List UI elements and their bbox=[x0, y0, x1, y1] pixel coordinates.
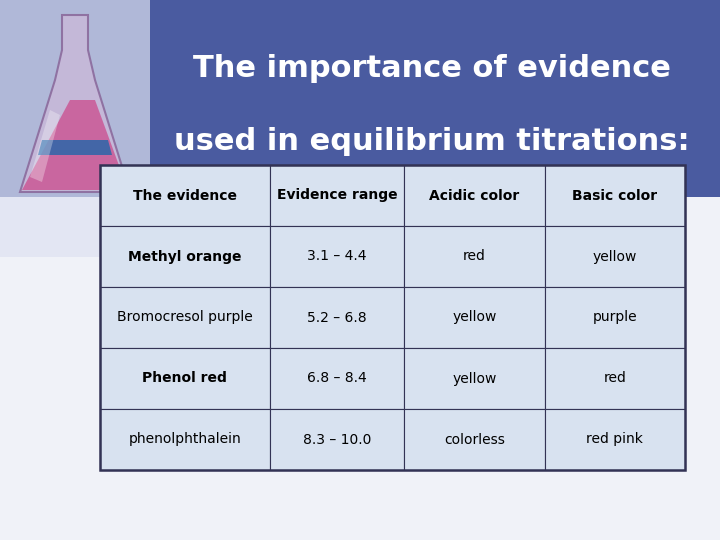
Text: Methyl orange: Methyl orange bbox=[128, 249, 242, 264]
Text: purple: purple bbox=[593, 310, 637, 325]
Bar bbox=[270, 348, 404, 409]
Bar bbox=[404, 409, 544, 470]
Text: Acidic color: Acidic color bbox=[429, 188, 520, 202]
Polygon shape bbox=[38, 140, 112, 155]
Text: 5.2 – 6.8: 5.2 – 6.8 bbox=[307, 310, 366, 325]
Polygon shape bbox=[20, 15, 130, 192]
Text: Basic color: Basic color bbox=[572, 188, 657, 202]
Bar bbox=[100, 348, 270, 409]
Bar bbox=[0, 0, 720, 197]
Text: yellow: yellow bbox=[452, 310, 497, 325]
Text: colorless: colorless bbox=[444, 433, 505, 447]
Bar bbox=[270, 409, 404, 470]
Text: Bromocresol purple: Bromocresol purple bbox=[117, 310, 253, 325]
Bar bbox=[404, 287, 544, 348]
Polygon shape bbox=[22, 100, 128, 190]
Text: Evidence range: Evidence range bbox=[276, 188, 397, 202]
Text: yellow: yellow bbox=[593, 249, 637, 264]
Bar bbox=[544, 287, 685, 348]
Text: red pink: red pink bbox=[586, 433, 643, 447]
Text: yellow: yellow bbox=[452, 372, 497, 386]
Bar bbox=[100, 409, 270, 470]
Text: phenolphthalein: phenolphthalein bbox=[128, 433, 241, 447]
Bar bbox=[544, 226, 685, 287]
Text: used in equilibrium titrations:: used in equilibrium titrations: bbox=[174, 127, 690, 157]
Bar bbox=[544, 409, 685, 470]
Bar bbox=[100, 165, 270, 226]
Text: The importance of evidence: The importance of evidence bbox=[193, 55, 671, 84]
Text: The evidence: The evidence bbox=[132, 188, 237, 202]
Text: 8.3 – 10.0: 8.3 – 10.0 bbox=[302, 433, 371, 447]
Bar bbox=[100, 287, 270, 348]
Text: 3.1 – 4.4: 3.1 – 4.4 bbox=[307, 249, 366, 264]
Bar bbox=[100, 226, 270, 287]
Bar bbox=[0, 0, 150, 197]
Text: 6.8 – 8.4: 6.8 – 8.4 bbox=[307, 372, 366, 386]
Polygon shape bbox=[30, 110, 60, 182]
Bar bbox=[404, 165, 544, 226]
Bar bbox=[270, 287, 404, 348]
Bar bbox=[544, 348, 685, 409]
Bar bbox=[0, 197, 180, 257]
Bar bbox=[270, 226, 404, 287]
Bar bbox=[404, 226, 544, 287]
Text: Phenol red: Phenol red bbox=[143, 372, 228, 386]
Bar bbox=[544, 165, 685, 226]
Bar bbox=[100, 165, 685, 470]
Bar bbox=[270, 165, 404, 226]
Bar bbox=[404, 348, 544, 409]
Text: red: red bbox=[603, 372, 626, 386]
Text: red: red bbox=[463, 249, 486, 264]
